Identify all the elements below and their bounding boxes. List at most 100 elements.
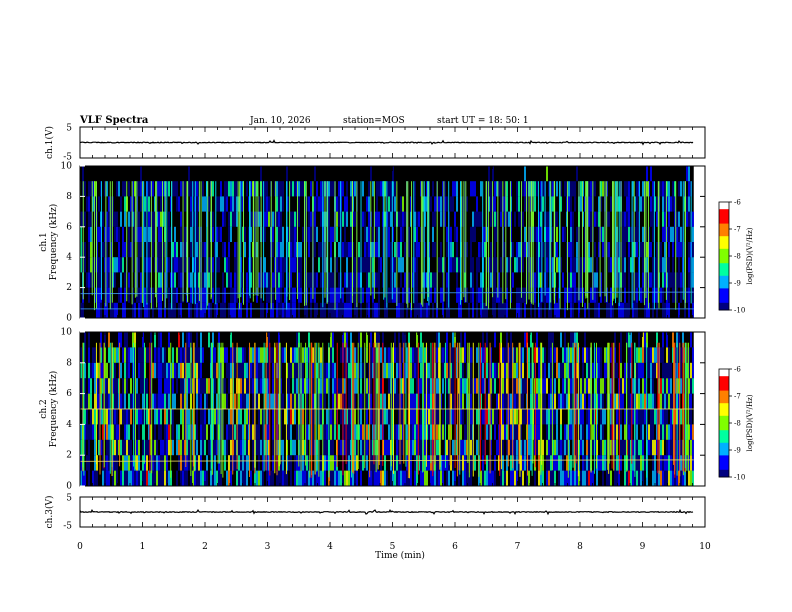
psd-cell bbox=[376, 393, 378, 409]
psd-cell bbox=[640, 393, 642, 409]
psd-cell bbox=[314, 242, 316, 258]
psd-cell bbox=[546, 166, 548, 182]
psd-cell bbox=[628, 287, 630, 303]
psd-cell bbox=[544, 362, 546, 379]
psd-cell bbox=[540, 287, 542, 303]
psd-cell bbox=[208, 196, 210, 212]
psd-cell bbox=[410, 439, 412, 456]
y-tick-label: 6 bbox=[66, 389, 72, 399]
psd-cell bbox=[342, 211, 344, 227]
psd-cell bbox=[152, 455, 154, 471]
psd-cell bbox=[416, 455, 418, 471]
psd-cell bbox=[132, 302, 134, 318]
psd-cell bbox=[594, 242, 596, 258]
psd-cell bbox=[138, 470, 140, 486]
psd-cell bbox=[584, 455, 586, 471]
psd-cell bbox=[370, 393, 372, 409]
psd-cell bbox=[498, 272, 500, 288]
psd-cell bbox=[226, 196, 228, 212]
psd-cell bbox=[162, 455, 164, 471]
psd-cell bbox=[302, 470, 304, 486]
psd-cell bbox=[298, 302, 300, 318]
psd-cell bbox=[524, 196, 526, 212]
voltage-trace bbox=[79, 139, 694, 146]
psd-cell bbox=[400, 393, 402, 409]
psd-cell bbox=[530, 378, 532, 394]
psd-cell bbox=[580, 424, 582, 440]
psd-cell bbox=[294, 409, 296, 425]
psd-cell bbox=[112, 409, 114, 425]
psd-cell bbox=[596, 272, 598, 288]
psd-cell bbox=[158, 181, 160, 197]
psd-cell bbox=[564, 302, 566, 318]
psd-cell bbox=[236, 181, 238, 197]
psd-cell bbox=[628, 302, 630, 318]
psd-cell bbox=[502, 302, 504, 318]
psd-cell bbox=[558, 439, 560, 456]
psd-cell bbox=[178, 332, 180, 348]
psd-cell bbox=[514, 347, 516, 363]
psd-cell bbox=[678, 409, 680, 425]
psd-cell bbox=[270, 470, 272, 486]
psd-cell bbox=[560, 257, 562, 273]
psd-cell bbox=[396, 302, 398, 318]
psd-cell bbox=[294, 393, 296, 409]
psd-cell bbox=[494, 257, 496, 273]
psd-cell bbox=[636, 455, 638, 471]
psd-cell bbox=[204, 424, 206, 440]
psd-cell bbox=[132, 257, 134, 273]
psd-cell bbox=[574, 257, 576, 273]
psd-cell bbox=[310, 439, 312, 456]
psd-cell bbox=[102, 424, 104, 440]
psd-cell bbox=[276, 257, 278, 273]
psd-cell bbox=[416, 409, 418, 425]
psd-cell bbox=[130, 439, 132, 456]
psd-cell bbox=[366, 242, 368, 258]
psd-cell bbox=[202, 196, 204, 212]
psd-cell bbox=[476, 409, 478, 425]
psd-cell bbox=[652, 181, 654, 197]
psd-cell bbox=[118, 347, 120, 363]
psd-cell bbox=[272, 393, 274, 409]
psd-cell bbox=[346, 347, 348, 363]
psd-cell bbox=[170, 226, 172, 242]
psd-cell bbox=[280, 439, 282, 456]
psd-cell bbox=[632, 378, 634, 394]
psd-cell bbox=[662, 470, 664, 486]
psd-cell bbox=[248, 242, 250, 258]
psd-cell bbox=[290, 409, 292, 425]
psd-cell bbox=[636, 393, 638, 409]
psd-cell bbox=[270, 393, 272, 409]
station-label: station=MOS bbox=[343, 116, 405, 126]
psd-cell bbox=[450, 242, 452, 258]
psd-cell bbox=[512, 242, 514, 258]
psd-cell bbox=[602, 439, 604, 456]
psd-cell bbox=[326, 424, 328, 440]
psd-cell bbox=[408, 242, 410, 258]
psd-cell bbox=[246, 378, 248, 394]
psd-cell bbox=[466, 424, 468, 440]
psd-cell bbox=[164, 393, 166, 409]
psd-cell bbox=[180, 362, 182, 379]
psd-cell bbox=[402, 409, 404, 425]
psd-cell bbox=[228, 272, 230, 288]
psd-cell bbox=[676, 211, 678, 227]
psd-cell bbox=[186, 424, 188, 440]
psd-cell bbox=[494, 409, 496, 425]
psd-cell bbox=[418, 302, 420, 318]
psd-cell bbox=[160, 409, 162, 425]
psd-cell bbox=[212, 332, 214, 348]
psd-cell bbox=[652, 226, 654, 242]
psd-cell bbox=[624, 226, 626, 242]
psd-cell bbox=[266, 439, 268, 456]
psd-cell bbox=[80, 257, 82, 273]
psd-cell bbox=[636, 439, 638, 456]
psd-cell bbox=[664, 393, 666, 409]
psd-cell bbox=[538, 393, 540, 409]
psd-cell bbox=[634, 242, 636, 258]
psd-cell bbox=[426, 439, 428, 456]
psd-cell bbox=[388, 242, 390, 258]
psd-cell bbox=[140, 242, 142, 258]
psd-cell bbox=[686, 287, 688, 303]
